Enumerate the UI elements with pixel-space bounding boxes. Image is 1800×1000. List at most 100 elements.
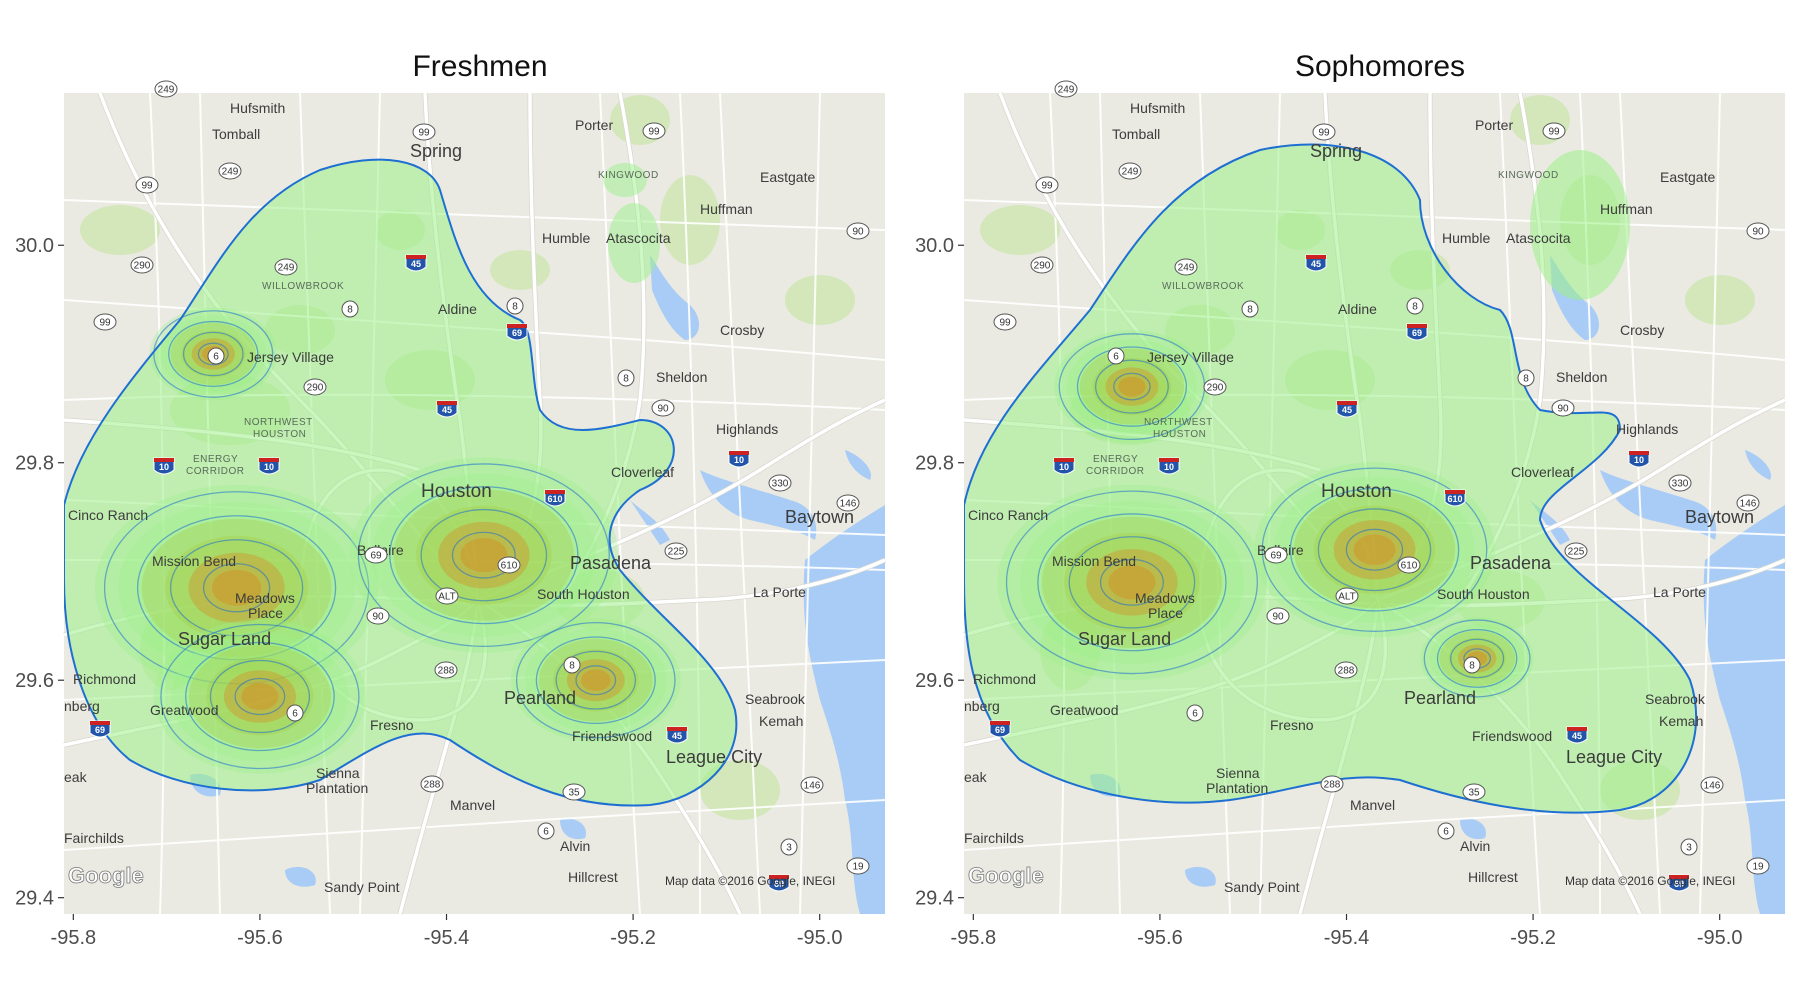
place-label-jersey-village: Jersey Village — [1147, 349, 1234, 365]
density-contour — [555, 650, 637, 710]
interstate-shield: 69 — [89, 720, 111, 738]
density-contour — [1345, 528, 1404, 571]
svg-text:69: 69 — [370, 551, 382, 562]
place-label-mission-bend: Mission Bend — [152, 553, 236, 569]
sophomores-panel: Sophomores Hufsmith Tomball Porter Spring KI… — [900, 0, 1800, 1000]
place-label-sugar-land: Sugar Land — [1078, 629, 1171, 649]
place-label-willowbrook: WILLOWBROOK — [262, 281, 344, 292]
density-band — [997, 484, 1267, 681]
density-contour — [234, 677, 286, 716]
x-tick-label: -95.8 — [951, 927, 997, 949]
density-band — [349, 457, 619, 654]
route-shield: 288 — [434, 661, 458, 679]
place-label-huffman: Huffman — [1600, 201, 1653, 217]
svg-text:69: 69 — [1674, 879, 1684, 889]
svg-text:6: 6 — [1443, 827, 1449, 838]
svg-text:10: 10 — [1634, 455, 1644, 465]
route-shield: 90 — [846, 222, 870, 240]
svg-text:90: 90 — [372, 612, 384, 623]
route-shield: ALT — [1335, 587, 1359, 605]
density-band — [188, 644, 332, 749]
svg-text:249: 249 — [222, 167, 239, 178]
density-contour — [1094, 359, 1169, 414]
density-contour — [202, 563, 271, 613]
density-contour — [1261, 467, 1488, 632]
density-band — [1108, 565, 1156, 600]
x-tick-label: -95.4 — [1324, 927, 1370, 949]
density-band — [171, 632, 349, 762]
svg-text:45: 45 — [442, 405, 452, 415]
interstate-shield: 69 — [1406, 323, 1428, 341]
x-tick-label: -95.0 — [797, 927, 843, 949]
density-contour — [420, 508, 548, 602]
map-labels: Hufsmith Tomball Porter Spring KINGWOOD Eastg… — [64, 80, 870, 895]
route-shield: 249 — [1118, 162, 1142, 180]
density-contour — [1113, 372, 1151, 401]
place-label-atascocita: Atascocita — [606, 230, 671, 246]
place-label-meadows-2: Place — [248, 605, 283, 621]
place-label-friendswood: Friendswood — [572, 728, 652, 744]
svg-text:8: 8 — [1247, 305, 1253, 316]
x-tick-label: -95.2 — [610, 927, 656, 949]
route-shield: 90 — [366, 607, 390, 625]
place-label-spring: Spring — [1310, 141, 1362, 161]
place-label-willowbrook: WILLOWBROOK — [1162, 281, 1244, 292]
google-logo: Google — [968, 863, 1044, 888]
place-label-eastgate: Eastgate — [1660, 169, 1715, 185]
svg-text:10: 10 — [264, 462, 274, 472]
place-label-northwest-houston-1: NORTHWEST — [244, 417, 313, 428]
y-tick-label: 29.6 — [15, 670, 54, 692]
route-shield: 69 — [1264, 546, 1288, 564]
density-band — [1092, 358, 1172, 416]
svg-text:45: 45 — [411, 259, 421, 269]
interstate-shield: 10 — [1053, 457, 1075, 475]
density-band — [1019, 500, 1245, 665]
place-label-league-city: League City — [666, 747, 762, 767]
svg-text:8: 8 — [512, 302, 518, 313]
density-contour — [153, 310, 274, 398]
place-label-humble: Humble — [542, 230, 590, 246]
interstate-shield: 610 — [544, 489, 566, 507]
map-attribution: Map data ©2016 Google, INEGI — [1565, 874, 1735, 888]
x-tick-label: -95.2 — [1510, 927, 1556, 949]
place-label-sugar-land: Sugar Land — [178, 629, 271, 649]
svg-text:8: 8 — [623, 374, 629, 385]
place-label-spring: Spring — [410, 141, 462, 161]
place-label-sheldon: Sheldon — [1556, 369, 1607, 385]
route-shield: 249 — [1054, 80, 1078, 98]
route-shield: 6 — [537, 822, 555, 840]
place-label-fresno: Fresno — [370, 717, 414, 733]
place-label-meadows-1: Meadows — [1135, 590, 1195, 606]
sophomores-map: Hufsmith Tomball Porter Spring KINGWOOD Eastg… — [915, 80, 1787, 949]
place-label-fairchilds: Fairchilds — [964, 830, 1024, 846]
density-contour — [389, 486, 579, 625]
place-label-sheldon: Sheldon — [656, 369, 707, 385]
route-shield: 6 — [286, 704, 304, 722]
density-contour — [1068, 536, 1196, 629]
svg-text:10: 10 — [734, 455, 744, 465]
route-shield: 8 — [1517, 369, 1535, 387]
place-label-huffman: Huffman — [700, 201, 753, 217]
density-contour — [185, 641, 335, 752]
place-label-cinco-ranch: Cinco Ranch — [968, 507, 1048, 523]
place-label-jersey-village: Jersey Village — [247, 349, 334, 365]
svg-text:610: 610 — [1447, 494, 1462, 504]
place-label-hufsmith: Hufsmith — [1130, 100, 1185, 116]
route-shield: 90 — [651, 399, 675, 417]
place-label-kemah: Kemah — [1659, 713, 1703, 729]
place-label-energy-corridor-2: CORRIDOR — [1086, 466, 1144, 477]
place-label-porter: Porter — [1475, 117, 1513, 133]
place-label-la-porte: La Porte — [753, 584, 806, 600]
svg-text:10: 10 — [159, 462, 169, 472]
place-label-aldine: Aldine — [438, 301, 477, 317]
place-label-energy-corridor-1: ENERGY — [193, 454, 238, 465]
svg-text:6: 6 — [292, 709, 298, 720]
route-shield: 6 — [207, 347, 225, 365]
route-shield: 19 — [1746, 857, 1770, 875]
density-band — [371, 473, 597, 637]
density-band — [94, 484, 379, 691]
place-label-friendswood: Friendswood — [1472, 728, 1552, 744]
place-label-mission-bend: Mission Bend — [1052, 553, 1136, 569]
density-layer — [64, 158, 738, 807]
route-shield: 90 — [1746, 222, 1770, 240]
